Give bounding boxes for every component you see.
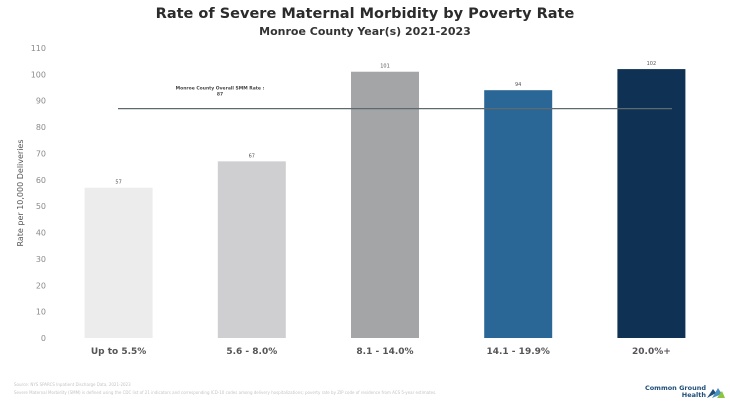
bar-value-label: 67 — [249, 153, 255, 159]
y-tick-label: 0 — [41, 334, 46, 343]
x-tick-label: Up to 5.5% — [91, 347, 146, 357]
y-tick-label: 50 — [36, 202, 46, 211]
bar-value-label: 102 — [647, 61, 657, 67]
y-axis-label: Rate per 10,000 Deliveries — [16, 139, 25, 246]
common-ground-health-logo: Common Ground Health — [644, 385, 728, 403]
y-tick-label: 110 — [31, 44, 46, 53]
reference-line-value: 87 — [217, 92, 223, 98]
x-tick-label: 5.6 - 8.0% — [226, 347, 277, 357]
y-tick-label: 10 — [36, 308, 46, 317]
reference-line-label: Monroe County Overall SMM Rate : — [176, 86, 265, 92]
logo-mark-icon — [707, 388, 725, 398]
logo-name: Common Ground — [644, 384, 706, 392]
y-tick-label: 90 — [36, 97, 46, 106]
footer-note: Severe Maternal Morbidity (SMM) is defin… — [14, 390, 437, 395]
y-tick-label: 60 — [36, 176, 46, 185]
footer-source: Source: NYS SPARCS Inpatient Discharge D… — [14, 382, 131, 387]
x-tick-label: 8.1 - 14.0% — [356, 347, 413, 357]
bar-value-label: 94 — [515, 82, 521, 88]
chart-subtitle: Monroe County Year(s) 2021-2023 — [259, 25, 471, 38]
y-tick-label: 100 — [31, 70, 46, 79]
logo-name-2: Health — [681, 391, 706, 399]
x-tick-label: 14.1 - 19.9% — [486, 347, 549, 357]
bar-value-label: 101 — [380, 64, 390, 70]
bar — [484, 90, 553, 338]
bar — [84, 187, 153, 338]
bar — [617, 69, 686, 338]
y-tick-label: 40 — [36, 229, 46, 238]
y-tick-label: 20 — [36, 281, 46, 290]
chart-title: Rate of Severe Maternal Morbidity by Pov… — [155, 6, 575, 22]
y-tick-label: 80 — [36, 123, 46, 132]
bar — [217, 161, 286, 338]
bar — [351, 71, 419, 339]
x-tick-label: 20.0%+ — [632, 347, 671, 357]
bar-value-label: 57 — [115, 180, 121, 186]
y-tick-label: 30 — [36, 255, 46, 264]
y-tick-label: 70 — [36, 149, 46, 158]
